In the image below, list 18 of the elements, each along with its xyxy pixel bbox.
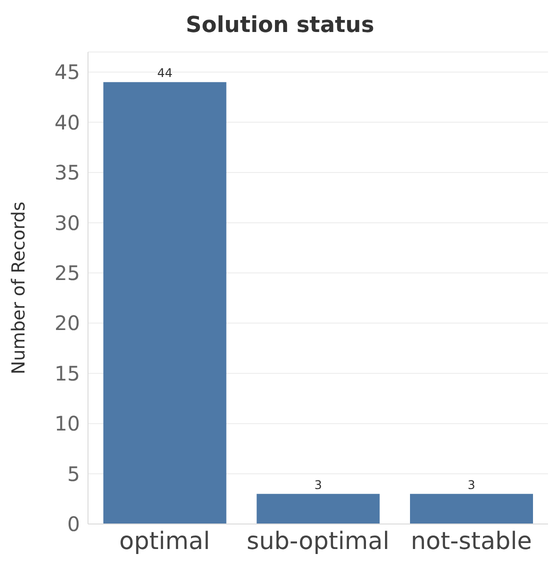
y-tick-label: 40 — [54, 110, 80, 134]
data-label: 3 — [468, 478, 476, 492]
y-tick-label: 35 — [54, 160, 80, 185]
y-tick-label: 5 — [67, 462, 80, 486]
x-tick-label: optimal — [119, 527, 210, 556]
y-tick-label: 30 — [54, 210, 80, 235]
y-axis-title: Number of Records — [8, 202, 30, 374]
y-tick-label: 45 — [54, 60, 80, 84]
x-tick-label: sub-optimal — [246, 527, 390, 556]
y-tick-label: 0 — [67, 512, 80, 536]
y-tick-label: 10 — [54, 412, 80, 436]
data-label: 3 — [314, 478, 322, 492]
data-label: 44 — [157, 66, 172, 80]
y-tick-label: 25 — [54, 261, 80, 286]
x-tick-label: not-stable — [410, 527, 532, 556]
chart-title: Solution status — [184, 12, 376, 40]
y-tick-label: 20 — [54, 311, 80, 336]
y-tick-label: 15 — [54, 361, 80, 386]
